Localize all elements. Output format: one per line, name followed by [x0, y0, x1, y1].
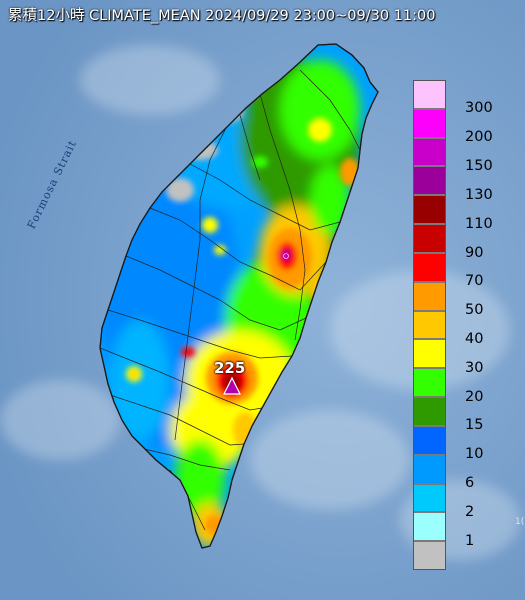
- legend-swatch: [413, 541, 446, 570]
- legend-tick-label: 70: [465, 273, 484, 290]
- legend-swatch: [413, 368, 446, 398]
- legend-swatch: [413, 454, 446, 484]
- legend-swatch: [413, 425, 446, 455]
- legend-tick-label: 110: [465, 215, 493, 232]
- legend-swatch: [413, 252, 446, 282]
- legend-swatch: [413, 166, 446, 196]
- legend-swatch: [413, 483, 446, 513]
- legend-tick-label: 10: [465, 446, 484, 463]
- legend-swatch: [413, 281, 446, 311]
- color-legend: 300 200 150 130 110 90 70 50 40 30 20 15 10 6 2 1: [413, 80, 509, 570]
- legend-swatch: [413, 310, 446, 340]
- legend-tick-label: 90: [465, 244, 484, 261]
- legend-tick-label: 300: [465, 100, 493, 117]
- island-border: [99, 43, 379, 549]
- legend-tick-label: 2: [465, 503, 475, 520]
- legend-tick-label: 15: [465, 417, 484, 434]
- legend-tick-label: 50: [465, 302, 484, 319]
- corner-mark: 1(: [515, 517, 525, 527]
- legend-tick-label: 6: [465, 475, 475, 492]
- legend-swatch: [413, 224, 446, 253]
- map-title: 累積12小時 CLIMATE_MEAN 2024/09/29 23:00~09/…: [8, 8, 436, 24]
- peak-marker-icon: [283, 253, 289, 259]
- legend-swatch: [413, 397, 446, 426]
- legend-swatch: [413, 512, 446, 542]
- max-value-label: 225: [214, 359, 246, 377]
- legend-swatch: [413, 80, 446, 109]
- legend-tick-label: 20: [465, 388, 484, 405]
- legend-tick-label: 150: [465, 158, 493, 175]
- legend-swatch: [413, 339, 446, 369]
- legend-swatch: [413, 137, 446, 167]
- county-boundaries: [100, 69, 361, 531]
- triangle-marker-icon: [223, 376, 241, 395]
- legend-swatch: [413, 195, 446, 225]
- legend-tick-label: 30: [465, 359, 484, 376]
- legend-tick-label: 130: [465, 186, 493, 203]
- legend-swatch: [413, 108, 446, 138]
- legend-tick-label: 40: [465, 331, 484, 347]
- legend-tick-label: 200: [465, 129, 493, 146]
- legend-tick-label: 1: [465, 532, 475, 549]
